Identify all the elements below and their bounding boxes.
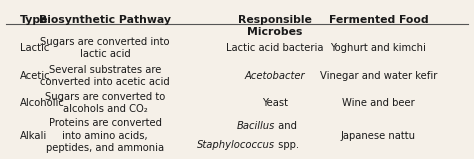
Text: Lactic: Lactic	[20, 43, 50, 53]
Text: Yeast: Yeast	[262, 98, 288, 108]
Text: Alcoholic: Alcoholic	[20, 98, 65, 108]
Text: Type: Type	[20, 15, 49, 25]
Text: Bacillus: Bacillus	[237, 121, 275, 131]
Text: Proteins are converted
into amino acids,
peptides, and ammonia: Proteins are converted into amino acids,…	[46, 118, 164, 153]
Text: Acetobacter: Acetobacter	[245, 71, 305, 81]
Text: Wine and beer: Wine and beer	[342, 98, 415, 108]
Text: Japanese nattu: Japanese nattu	[341, 131, 416, 141]
Text: Vinegar and water kefir: Vinegar and water kefir	[319, 71, 437, 81]
Text: Yoghurt and kimchi: Yoghurt and kimchi	[330, 43, 426, 53]
Text: spp.: spp.	[275, 140, 299, 150]
Text: Acetic: Acetic	[20, 71, 51, 81]
Text: Staphylococcus: Staphylococcus	[197, 140, 275, 150]
Text: Biosynthetic Pathway: Biosynthetic Pathway	[39, 15, 171, 25]
Text: Lactic acid bacteria: Lactic acid bacteria	[226, 43, 323, 53]
Text: and: and	[275, 121, 297, 131]
Text: Alkali: Alkali	[20, 131, 47, 141]
Text: Several substrates are
converted into acetic acid: Several substrates are converted into ac…	[40, 65, 170, 87]
Text: Sugars are converted into
lactic acid: Sugars are converted into lactic acid	[40, 37, 170, 59]
Text: Fermented Food: Fermented Food	[328, 15, 428, 25]
Text: Sugars are converted to
alcohols and CO₂: Sugars are converted to alcohols and CO₂	[45, 92, 165, 114]
Text: Responsible
Microbes: Responsible Microbes	[238, 15, 311, 37]
